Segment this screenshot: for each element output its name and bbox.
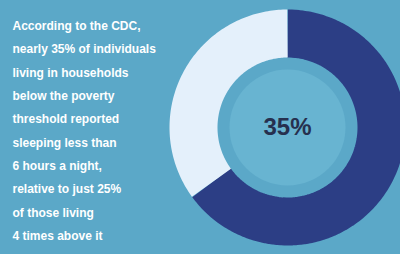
svg-text:35%: 35% <box>263 113 311 140</box>
svg-text:According to the CDC,nearly 35: According to the CDC,nearly 35% of indiv… <box>13 19 157 244</box>
